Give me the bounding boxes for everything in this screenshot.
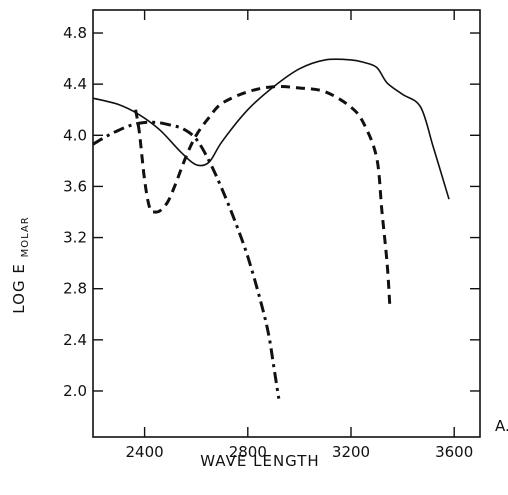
- y-axis-title: LOG E MOLAR: [10, 216, 31, 313]
- x-tick-label: 3200: [332, 443, 370, 461]
- y-tick-label: 2.8: [63, 280, 87, 298]
- y-tick-label: 2.4: [63, 331, 87, 349]
- x-axis-title: WAVE LENGTH: [200, 452, 319, 470]
- axis-ticks: 2.0 2.4 2.8 3.2 3.6 4.0 4.4 4.8 2400 2800 3200 3600: [63, 10, 480, 461]
- x-tick-label: 2400: [126, 443, 164, 461]
- plot-frame: [92, 9, 481, 438]
- series-line-dashdot: [92, 120, 281, 399]
- y-tick-label: 4.8: [63, 24, 87, 42]
- y-tick-label: 4.4: [63, 75, 87, 93]
- y-tick-label: 2.0: [63, 382, 87, 400]
- x-tick-label: 3600: [435, 443, 473, 461]
- series-line-dashed: [134, 85, 392, 305]
- plot-area: [92, 9, 481, 438]
- x-tick-label: 2800: [229, 443, 267, 461]
- y-axis-title-main: LOG E: [10, 263, 28, 314]
- x-unit-label: A.: [495, 417, 508, 435]
- y-tick-label: 3.6: [63, 177, 87, 195]
- series-line-solid: [92, 58, 450, 200]
- y-tick-label: 3.2: [63, 229, 87, 247]
- series-lines: [92, 58, 450, 399]
- y-axis-title-subscript: MOLAR: [20, 216, 31, 257]
- y-tick-label: 4.0: [63, 126, 87, 144]
